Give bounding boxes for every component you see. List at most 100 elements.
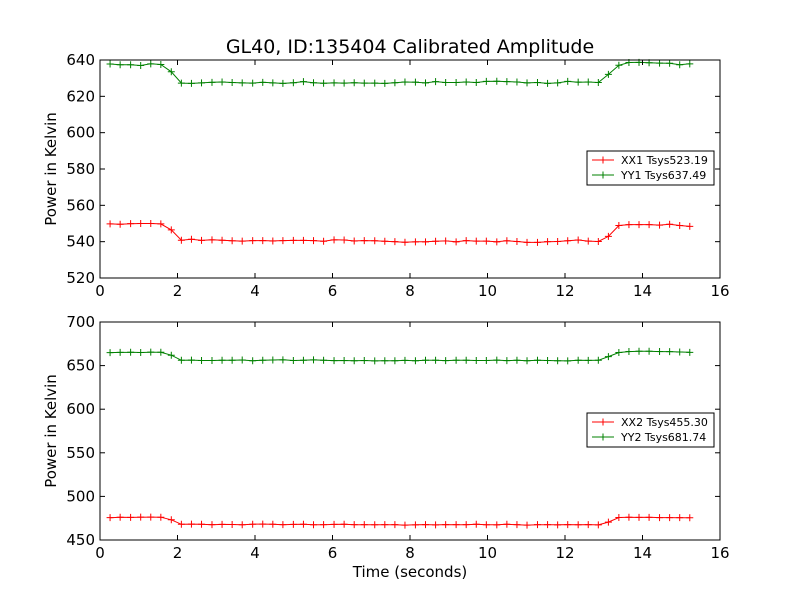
data-point-xx2 <box>391 521 399 529</box>
data-point-yy2 <box>157 348 165 356</box>
legend-label-xx2: XX2 Tsys455.30 <box>621 416 708 429</box>
data-point-yy2 <box>299 356 307 364</box>
top-x-tick-label: 12 <box>555 282 574 300</box>
data-point-xx2 <box>503 520 511 528</box>
top-x-tick-label: 10 <box>478 282 497 300</box>
data-point-xx1 <box>116 220 124 228</box>
data-point-yy1 <box>391 79 399 87</box>
data-point-xx1 <box>177 236 185 244</box>
data-point-yy2 <box>228 356 236 364</box>
data-point-yy2 <box>462 356 470 364</box>
data-point-yy1 <box>147 60 155 68</box>
data-point-xx1 <box>330 236 338 244</box>
data-point-xx1 <box>187 235 195 243</box>
top-y-tick-label: 540 <box>66 233 95 251</box>
data-point-yy1 <box>279 79 287 87</box>
bottom-legend: XX2 Tsys455.30 YY2 Tsys681.74 <box>586 412 715 448</box>
data-point-yy1 <box>564 77 572 85</box>
data-point-yy2 <box>452 356 460 364</box>
data-point-xx2 <box>259 520 267 528</box>
top-y-tick-label: 560 <box>66 196 95 214</box>
data-point-yy2 <box>584 356 592 364</box>
data-point-yy1 <box>340 79 348 87</box>
data-point-yy2 <box>645 347 653 355</box>
data-point-yy2 <box>330 357 338 365</box>
data-point-xx1 <box>604 232 612 240</box>
data-point-xx2 <box>208 521 216 529</box>
data-point-xx1 <box>523 238 531 246</box>
data-point-yy2 <box>625 348 633 356</box>
data-point-yy2 <box>116 348 124 356</box>
data-point-xx2 <box>187 520 195 528</box>
data-point-yy2 <box>279 356 287 364</box>
data-point-xx1 <box>371 237 379 245</box>
data-point-xx1 <box>411 238 419 246</box>
data-point-xx1 <box>442 237 450 245</box>
data-point-yy2 <box>208 357 216 365</box>
data-point-yy2 <box>371 357 379 365</box>
data-point-xx1 <box>259 237 267 245</box>
data-point-yy1 <box>554 79 562 87</box>
data-point-xx1 <box>360 237 368 245</box>
data-point-xx2 <box>472 520 480 528</box>
data-point-xx1 <box>391 238 399 246</box>
data-point-xx2 <box>645 513 653 521</box>
data-point-yy1 <box>177 79 185 87</box>
data-point-xx2 <box>452 521 460 529</box>
top-x-tick-label: 2 <box>173 282 183 300</box>
data-point-yy2 <box>442 357 450 365</box>
data-point-yy1 <box>523 79 531 87</box>
data-point-xx1 <box>554 237 562 245</box>
data-point-xx2 <box>594 521 602 529</box>
bottom-y-tick-label: 600 <box>66 400 95 418</box>
data-point-yy2 <box>574 356 582 364</box>
data-point-yy2 <box>472 356 480 364</box>
data-point-xx2 <box>289 520 297 528</box>
data-point-yy1 <box>462 78 470 86</box>
data-point-xx2 <box>533 521 541 529</box>
data-point-yy1 <box>493 77 501 85</box>
data-point-xx2 <box>381 521 389 529</box>
data-point-yy1 <box>299 78 307 86</box>
data-point-xx1 <box>686 222 694 230</box>
data-point-xx1 <box>615 221 623 229</box>
data-point-xx1 <box>635 221 643 229</box>
data-point-xx1 <box>269 237 277 245</box>
data-point-yy1 <box>604 70 612 78</box>
data-point-xx1 <box>656 221 664 229</box>
data-point-yy2 <box>238 356 246 364</box>
bottom-y-tick-label: 650 <box>66 357 95 375</box>
data-point-yy2 <box>198 356 206 364</box>
data-point-xx1 <box>157 220 165 228</box>
data-point-yy1 <box>482 77 490 85</box>
data-point-yy1 <box>615 61 623 69</box>
data-point-yy2 <box>503 357 511 365</box>
bottom-y-tick-label: 500 <box>66 487 95 505</box>
data-point-xx1 <box>432 237 440 245</box>
data-point-xx2 <box>137 513 145 521</box>
data-point-yy2 <box>604 353 612 361</box>
data-point-xx1 <box>208 236 216 244</box>
data-point-yy2 <box>482 357 490 365</box>
data-point-yy1 <box>350 79 358 87</box>
data-point-yy2 <box>594 356 602 364</box>
data-point-xx1 <box>299 236 307 244</box>
data-point-xx1 <box>503 237 511 245</box>
data-point-xx1 <box>422 238 429 246</box>
bottom-x-tick-label: 8 <box>405 544 415 562</box>
data-point-yy2 <box>422 356 429 364</box>
data-point-yy2 <box>686 348 694 356</box>
data-point-xx2 <box>401 521 409 529</box>
data-point-xx1 <box>472 237 480 245</box>
top-x-tick-label: 14 <box>633 282 652 300</box>
data-point-xx2 <box>330 520 338 528</box>
data-point-xx2 <box>554 521 562 529</box>
data-point-yy2 <box>666 348 674 356</box>
data-point-xx2 <box>462 521 470 529</box>
data-point-xx2 <box>106 514 114 522</box>
series-line-xx1 <box>110 223 690 243</box>
top-x-tick-label: 4 <box>250 282 260 300</box>
top-y-tick-label: 640 <box>66 51 95 69</box>
data-point-yy2 <box>249 357 257 365</box>
